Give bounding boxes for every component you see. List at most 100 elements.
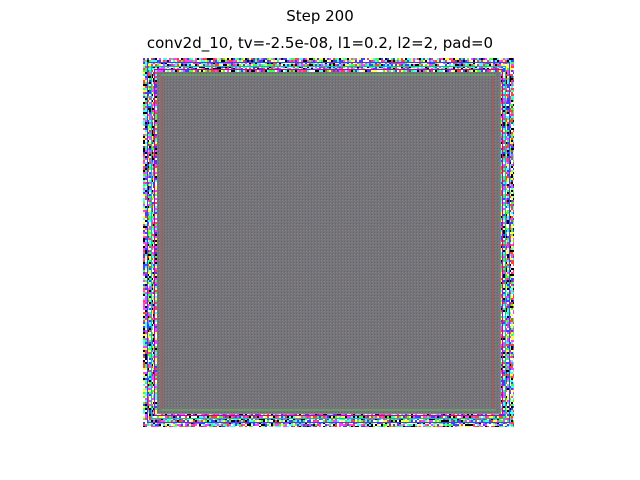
border-pixel: [207, 426, 209, 427]
border-pixel: [383, 70, 385, 72]
border-pixel: [511, 346, 513, 348]
border-pixel: [191, 416, 193, 418]
border-pixel: [155, 316, 157, 318]
border-pixel: [227, 424, 229, 426]
border-pixel: [143, 196, 145, 198]
border-pixel: [513, 392, 514, 394]
border-pixel: [453, 424, 455, 426]
border-pixel: [257, 420, 259, 422]
border-pixel: [439, 58, 441, 60]
border-pixel: [391, 424, 393, 426]
border-pixel: [413, 60, 415, 62]
border-pixel: [149, 274, 151, 276]
border-pixel: [245, 60, 247, 62]
border-pixel: [503, 220, 505, 222]
border-pixel: [149, 286, 151, 288]
border-pixel: [217, 420, 219, 422]
border-pixel: [143, 262, 145, 264]
border-pixel: [225, 424, 227, 426]
border-pixel: [313, 426, 315, 427]
border-pixel: [143, 230, 145, 232]
border-pixel: [149, 294, 151, 296]
border-pixel: [511, 406, 513, 408]
border-pixel: [271, 424, 273, 426]
border-pixel: [463, 70, 465, 72]
border-pixel: [313, 58, 315, 60]
border-pixel: [503, 256, 505, 258]
border-pixel: [155, 210, 157, 212]
border-pixel: [259, 424, 261, 426]
border-pixel: [369, 60, 371, 62]
border-pixel: [331, 60, 333, 62]
border-pixel: [155, 150, 157, 152]
border-pixel: [269, 420, 271, 422]
border-pixel: [371, 416, 373, 418]
border-pixel: [229, 424, 231, 426]
border-pixel: [145, 220, 147, 222]
border-pixel: [149, 194, 151, 196]
border-pixel: [295, 64, 297, 66]
border-pixel: [407, 58, 409, 60]
border-pixel: [165, 420, 167, 422]
border-pixel: [435, 64, 437, 66]
border-pixel: [371, 70, 373, 72]
border-pixel: [409, 64, 411, 66]
border-pixel: [227, 426, 229, 427]
border-pixel: [405, 64, 407, 66]
border-pixel: [205, 424, 207, 426]
border-pixel: [301, 426, 303, 427]
border-pixel: [285, 416, 287, 418]
border-pixel: [145, 96, 147, 98]
border-pixel: [143, 398, 145, 400]
border-pixel: [439, 60, 441, 62]
border-pixel: [143, 342, 145, 344]
border-pixel: [357, 70, 359, 72]
border-pixel: [143, 66, 145, 68]
border-pixel: [337, 70, 339, 72]
border-pixel: [513, 388, 514, 390]
border-pixel: [445, 420, 447, 422]
border-pixel: [513, 368, 514, 370]
border-pixel: [511, 398, 513, 400]
border-pixel: [261, 58, 263, 60]
border-pixel: [411, 424, 413, 426]
border-pixel: [149, 334, 151, 336]
border-pixel: [503, 152, 505, 154]
border-pixel: [507, 146, 509, 148]
border-pixel: [181, 60, 183, 62]
border-pixel: [403, 70, 405, 72]
border-pixel: [505, 64, 507, 66]
border-pixel: [223, 416, 225, 418]
border-pixel: [175, 426, 177, 427]
border-pixel: [443, 60, 445, 62]
border-pixel: [145, 120, 147, 122]
border-pixel: [511, 290, 513, 292]
border-pixel: [507, 58, 509, 60]
border-pixel: [507, 274, 509, 276]
border-pixel: [393, 58, 395, 60]
border-pixel: [507, 348, 509, 350]
border-pixel: [383, 416, 385, 418]
border-pixel: [145, 138, 147, 140]
border-pixel: [145, 82, 147, 84]
border-pixel: [507, 424, 509, 426]
border-pixel: [183, 426, 185, 427]
border-pixel: [503, 94, 505, 96]
border-pixel: [507, 232, 509, 234]
border-pixel: [191, 60, 193, 62]
border-pixel: [143, 158, 145, 160]
border-pixel: [143, 346, 145, 348]
border-pixel: [221, 60, 223, 62]
border-pixel: [507, 92, 509, 94]
border-pixel: [385, 60, 387, 62]
border-pixel: [155, 264, 157, 266]
border-pixel: [477, 426, 479, 427]
border-pixel: [493, 424, 495, 426]
border-pixel: [263, 60, 265, 62]
border-pixel: [345, 64, 347, 66]
border-pixel: [379, 60, 381, 62]
border-pixel: [155, 358, 157, 360]
border-pixel: [143, 368, 145, 370]
border-pixel: [507, 178, 509, 180]
border-pixel: [503, 378, 505, 380]
